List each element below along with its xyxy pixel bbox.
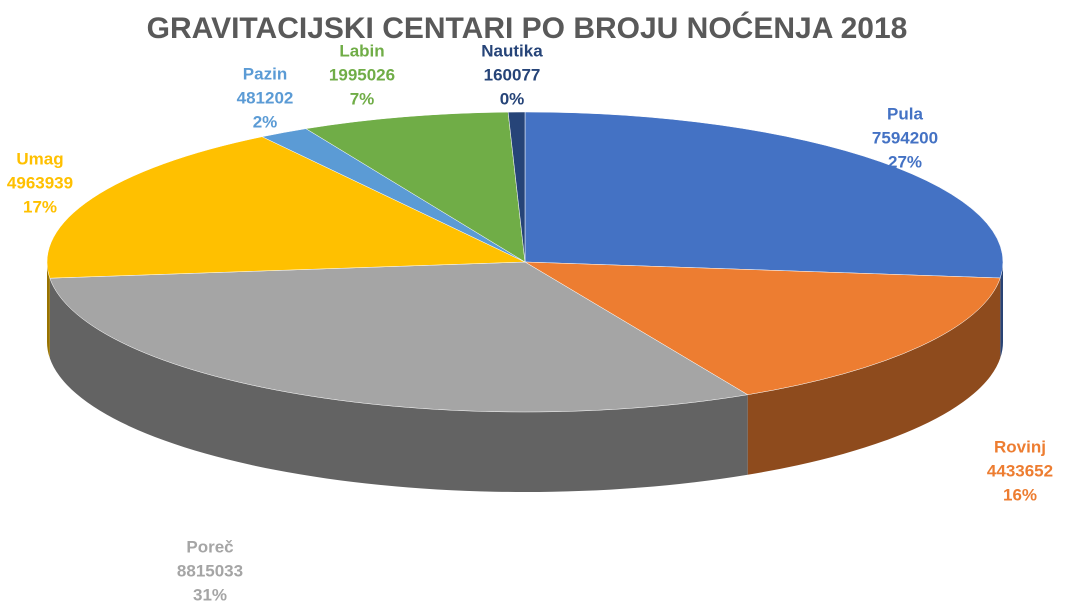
pie-side (1000, 262, 1003, 358)
value-label: 8815033 (177, 561, 243, 580)
pie-sides (47, 262, 1003, 493)
chart-title: GRAVITACIJSKI CENTARI PO BROJU NOĆENJA 2… (147, 11, 908, 45)
category-label: Poreč (186, 537, 233, 556)
value-label: 160077 (484, 65, 541, 84)
pie-side (747, 277, 1001, 475)
category-label: Labin (339, 41, 384, 60)
data-labels: Pula 7594200 27% Rovinj 4433652 16% Poreč 88150… (7, 41, 1053, 604)
value-label: 481202 (237, 88, 294, 107)
percent-label: 31% (193, 585, 227, 604)
percent-label: 27% (888, 152, 922, 171)
pie-slice (507, 111, 526, 263)
category-label: Pazin (243, 64, 287, 83)
pie-slice (49, 261, 749, 413)
value-label: 4433652 (987, 461, 1053, 480)
value-label: 1995026 (329, 65, 395, 84)
percent-label: 17% (23, 197, 57, 216)
percent-label: 0% (500, 89, 525, 108)
percent-label: 7% (350, 89, 375, 108)
percent-label: 16% (1003, 485, 1037, 504)
pie-side (47, 262, 50, 359)
pie-slice (524, 111, 1004, 279)
category-label: Nautika (481, 41, 543, 60)
value-label: 4963939 (7, 173, 73, 192)
category-label: Umag (16, 149, 63, 168)
pie-side (49, 278, 748, 493)
category-label: Rovinj (994, 437, 1046, 456)
category-label: Pula (887, 104, 923, 123)
pie-slice (46, 136, 526, 279)
value-label: 7594200 (872, 128, 938, 147)
pie-tops (46, 111, 1004, 413)
pie-slice (305, 111, 526, 263)
percent-label: 2% (253, 112, 278, 131)
pie-slice (524, 261, 1001, 395)
